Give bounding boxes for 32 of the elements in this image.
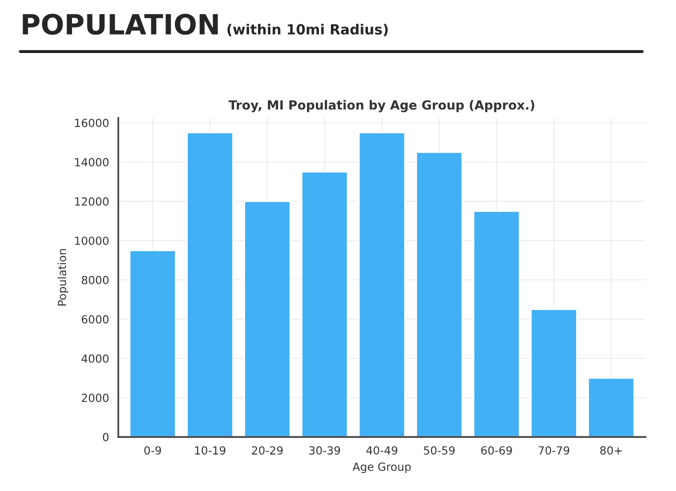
x-axis-title: Age Group xyxy=(352,462,411,474)
bar xyxy=(244,200,291,437)
x-tick-label: 70-79 xyxy=(538,446,570,455)
x-tick-label: 10-19 xyxy=(195,446,226,455)
bar xyxy=(301,171,348,437)
x-tick-label: 20-29 xyxy=(252,446,283,455)
y-tick-label: 0 xyxy=(102,432,109,442)
y-tick-label: 16000 xyxy=(75,118,109,128)
x-tick-label: 50-59 xyxy=(424,446,455,455)
bar xyxy=(129,250,176,437)
bar xyxy=(358,132,406,437)
chart-subtitle: (within 10mi Radius) xyxy=(227,24,388,36)
text: Troy, MI Population by Age Group (Approx.) xyxy=(228,100,534,112)
y-tick-label: 8000 xyxy=(82,276,109,284)
y-tick-label: 2000 xyxy=(82,394,109,402)
bar xyxy=(588,377,635,437)
y-tick-label: 10000 xyxy=(75,236,109,245)
x-tick-label: 60-69 xyxy=(481,446,512,455)
bar xyxy=(530,308,578,437)
y-tick-label: 4000 xyxy=(82,354,109,363)
bar xyxy=(416,152,463,437)
y-tick-label: 6000 xyxy=(82,315,109,324)
y-axis-title: Population xyxy=(58,249,68,306)
chart-title: POPULATION xyxy=(22,14,218,35)
y-tick-label: 12000 xyxy=(75,197,109,206)
x-tick-label: 40-49 xyxy=(366,446,398,455)
x-tick-label: 80+ xyxy=(600,446,622,455)
bar xyxy=(472,210,520,437)
y-tick-label: 14000 xyxy=(75,158,109,166)
bar xyxy=(186,132,234,437)
x-tick-label: 0-9 xyxy=(144,446,161,455)
x-tick-label: 30-39 xyxy=(309,446,340,455)
